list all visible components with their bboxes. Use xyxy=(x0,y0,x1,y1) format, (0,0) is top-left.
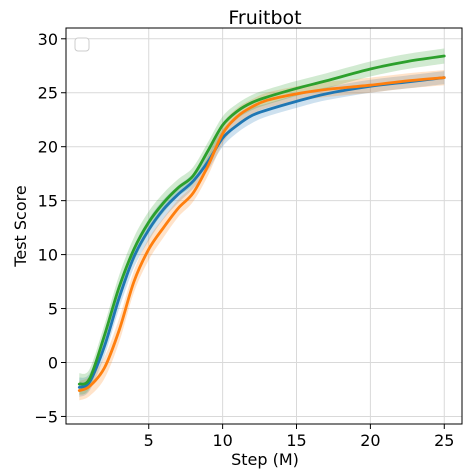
x-tick-label: 15 xyxy=(286,431,306,450)
plot-frame xyxy=(65,27,463,425)
y-tick-label: 15 xyxy=(38,192,58,211)
series-lines xyxy=(77,54,446,392)
y-tick-label: 25 xyxy=(38,84,58,103)
y-axis-ticks: −5 0 5 10 15 20 25 30 xyxy=(34,30,66,426)
chart-title: Fruitbot xyxy=(228,7,301,29)
legend-box xyxy=(74,37,90,52)
x-axis-label: Step (M) xyxy=(231,450,299,469)
series-1-line xyxy=(77,76,446,389)
series-2-band xyxy=(79,70,445,401)
series-2-line xyxy=(77,76,446,392)
y-tick-label: 30 xyxy=(38,30,58,49)
series-1-band xyxy=(79,71,445,398)
y-tick-label: 0 xyxy=(48,353,58,372)
y-tick-label: 5 xyxy=(48,300,58,319)
y-tick-label: 10 xyxy=(38,246,58,265)
x-tick-label: 5 xyxy=(144,431,154,450)
series-3-band xyxy=(79,48,445,395)
confidence-bands xyxy=(79,48,445,401)
y-tick-label: 20 xyxy=(38,138,58,157)
series-3-line xyxy=(77,54,446,386)
x-tick-label: 25 xyxy=(434,431,454,450)
x-tick-label: 20 xyxy=(360,431,380,450)
x-tick-label: 10 xyxy=(212,431,232,450)
y-tick-label: −5 xyxy=(34,407,58,426)
y-axis-label: Test Score xyxy=(11,185,30,267)
x-axis-ticks: 5 10 15 20 25 xyxy=(144,424,454,450)
